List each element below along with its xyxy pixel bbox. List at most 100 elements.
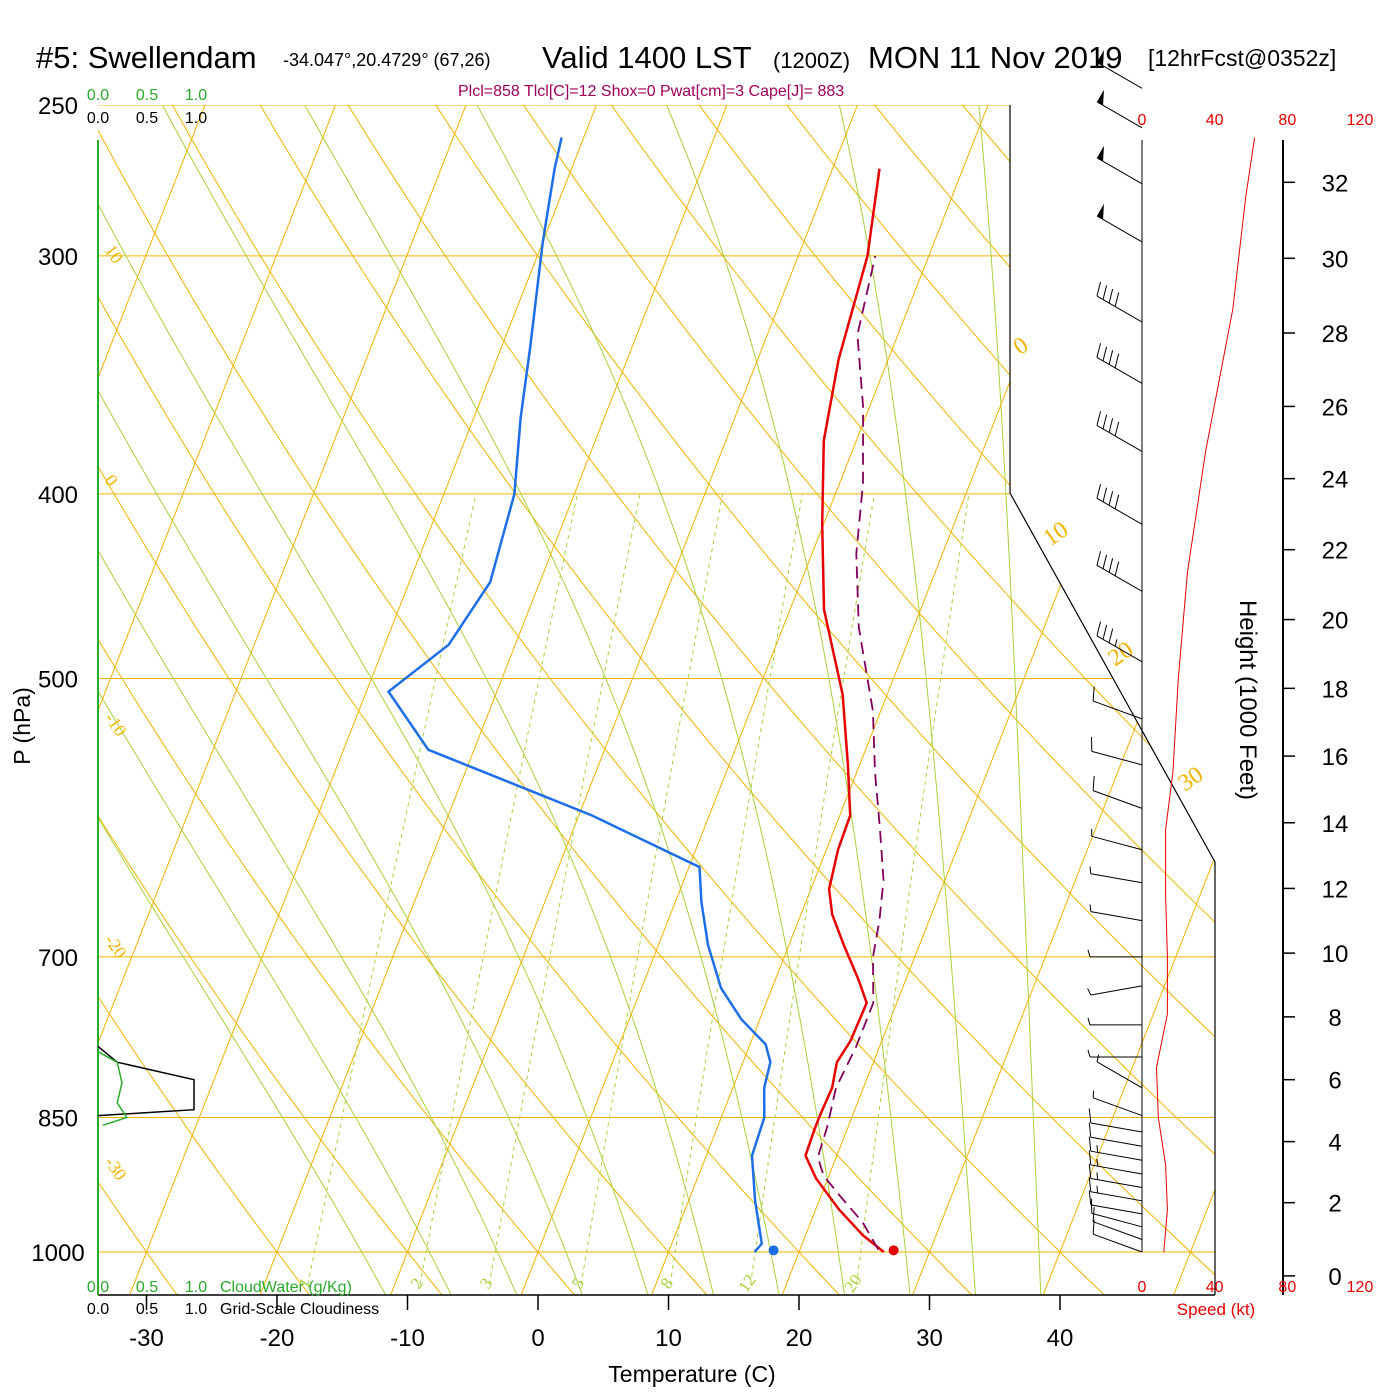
barb-half bbox=[1087, 949, 1091, 958]
isotherm bbox=[388, 105, 872, 1295]
speed-tick-bottom: 120 bbox=[1347, 1279, 1374, 1296]
barb-full bbox=[1102, 285, 1108, 300]
barb-staff bbox=[1096, 635, 1143, 663]
background-lines bbox=[98, 105, 1215, 1295]
barb-half bbox=[1114, 639, 1118, 647]
barb-full bbox=[1102, 625, 1108, 640]
barb-full bbox=[1096, 621, 1101, 636]
wind-barb bbox=[1088, 1177, 1143, 1202]
cloudiness-tick-top: 0.0 bbox=[87, 110, 109, 127]
mixing-ratio-line bbox=[856, 493, 970, 1285]
height-tick-label: 18 bbox=[1322, 676, 1349, 703]
height-tick-label: 24 bbox=[1322, 467, 1349, 494]
barb-half bbox=[1089, 866, 1092, 874]
cloudiness-line bbox=[97, 1045, 195, 1117]
mixing-ratio-line bbox=[488, 493, 641, 1285]
dry-adiabat bbox=[1194, 105, 1215, 1295]
wind-barb bbox=[1096, 203, 1143, 243]
wind-barb bbox=[1088, 1150, 1143, 1175]
barb-staff bbox=[1090, 1122, 1143, 1133]
height-tick-label: 2 bbox=[1328, 1191, 1341, 1218]
mixing-ratio-label: 2 bbox=[407, 1274, 427, 1292]
height-tick-label: 22 bbox=[1322, 538, 1349, 565]
isotherm-label: -30 bbox=[101, 1153, 131, 1184]
barb-half bbox=[1089, 904, 1092, 912]
y-axis-label: P (hPa) bbox=[9, 687, 35, 765]
pressure-tick-label: 300 bbox=[38, 244, 78, 271]
dry-adiabat bbox=[500, 105, 1215, 1295]
x-tick-label: 10 bbox=[655, 1325, 682, 1352]
wind-barb bbox=[1091, 829, 1143, 851]
wind-barb bbox=[1096, 621, 1143, 663]
isotherm bbox=[98, 105, 480, 1295]
moist-adiabat bbox=[98, 105, 455, 1295]
wind-barb bbox=[1092, 1090, 1143, 1117]
cloud-water-tick-bottom: 1.0 bbox=[185, 1279, 207, 1296]
isotherm bbox=[518, 105, 1002, 1295]
barb-staff bbox=[1091, 750, 1143, 766]
moist-adiabat bbox=[98, 105, 651, 1295]
speed-tick-bottom: 0 bbox=[1138, 1279, 1147, 1296]
barb-flag bbox=[1096, 50, 1104, 66]
barb-full bbox=[1114, 292, 1120, 307]
wind-barb bbox=[1092, 1207, 1143, 1240]
moist-adiabat bbox=[285, 105, 781, 1295]
wind-barb bbox=[1087, 1049, 1142, 1058]
height-tick-label: 32 bbox=[1322, 170, 1349, 197]
wind-barb bbox=[1096, 551, 1143, 592]
height-tick-label: 10 bbox=[1322, 941, 1349, 968]
barb-staff bbox=[1096, 497, 1143, 525]
barb-full bbox=[1102, 554, 1108, 569]
wind-barb bbox=[1088, 1122, 1143, 1147]
pressure-tick-label: 400 bbox=[38, 482, 78, 509]
wind-barb bbox=[1087, 985, 1143, 996]
isotherm bbox=[257, 105, 741, 1295]
barb-staff bbox=[1096, 425, 1143, 452]
barb-half bbox=[1096, 1145, 1099, 1153]
barb-full bbox=[1114, 494, 1120, 509]
wind-barb bbox=[1088, 1163, 1143, 1188]
moist-adiabat bbox=[830, 105, 977, 1295]
barb-staff bbox=[1092, 1221, 1143, 1240]
barb-full bbox=[1114, 421, 1120, 437]
pressure-tick-label: 700 bbox=[38, 945, 78, 972]
temperature-line bbox=[804, 168, 885, 1253]
barb-full bbox=[1096, 484, 1101, 499]
valid-time: Valid 1400 LST bbox=[542, 40, 752, 75]
barb-full bbox=[1102, 487, 1108, 502]
wind-barb bbox=[1096, 145, 1143, 185]
barb-half bbox=[1087, 1049, 1091, 1058]
height-tick-label: 14 bbox=[1322, 811, 1349, 838]
mixing-ratio-line bbox=[669, 493, 803, 1285]
wind-barb bbox=[1089, 866, 1143, 884]
barb-staff bbox=[1092, 700, 1143, 720]
wind-barb bbox=[1092, 686, 1143, 720]
barb-half bbox=[1096, 1185, 1099, 1194]
wind-barb bbox=[1096, 281, 1143, 323]
height-tick-label: 20 bbox=[1322, 608, 1349, 635]
surface-dewpoint-marker bbox=[768, 1245, 779, 1256]
wind-barb bbox=[1096, 1054, 1143, 1089]
barb-full bbox=[1096, 551, 1101, 566]
barb-full bbox=[1088, 1122, 1092, 1138]
isotherm bbox=[98, 105, 219, 1295]
pressure-tick-label: 500 bbox=[38, 667, 78, 694]
cloud-water-tick-bottom: 0.5 bbox=[136, 1279, 158, 1296]
isotherm-label: -10 bbox=[101, 709, 131, 740]
height-tick-label: 16 bbox=[1322, 744, 1349, 771]
barb-full bbox=[1108, 558, 1114, 573]
barb-staff bbox=[1091, 1212, 1143, 1228]
moist-adiabat bbox=[975, 105, 1042, 1295]
mixing-ratio-label: 12 bbox=[734, 1271, 759, 1296]
barb-staff bbox=[1090, 1191, 1143, 1202]
height-tick-label: 4 bbox=[1328, 1130, 1341, 1157]
parcel-line bbox=[816, 255, 885, 1250]
mixing-ratio-label: 3 bbox=[476, 1274, 496, 1292]
barb-full bbox=[1108, 350, 1114, 365]
pressure-tick-label: 1000 bbox=[31, 1240, 84, 1267]
moist-adiabat bbox=[98, 105, 585, 1295]
barb-half bbox=[1092, 1090, 1095, 1098]
speed-tick-top: 120 bbox=[1347, 112, 1374, 129]
